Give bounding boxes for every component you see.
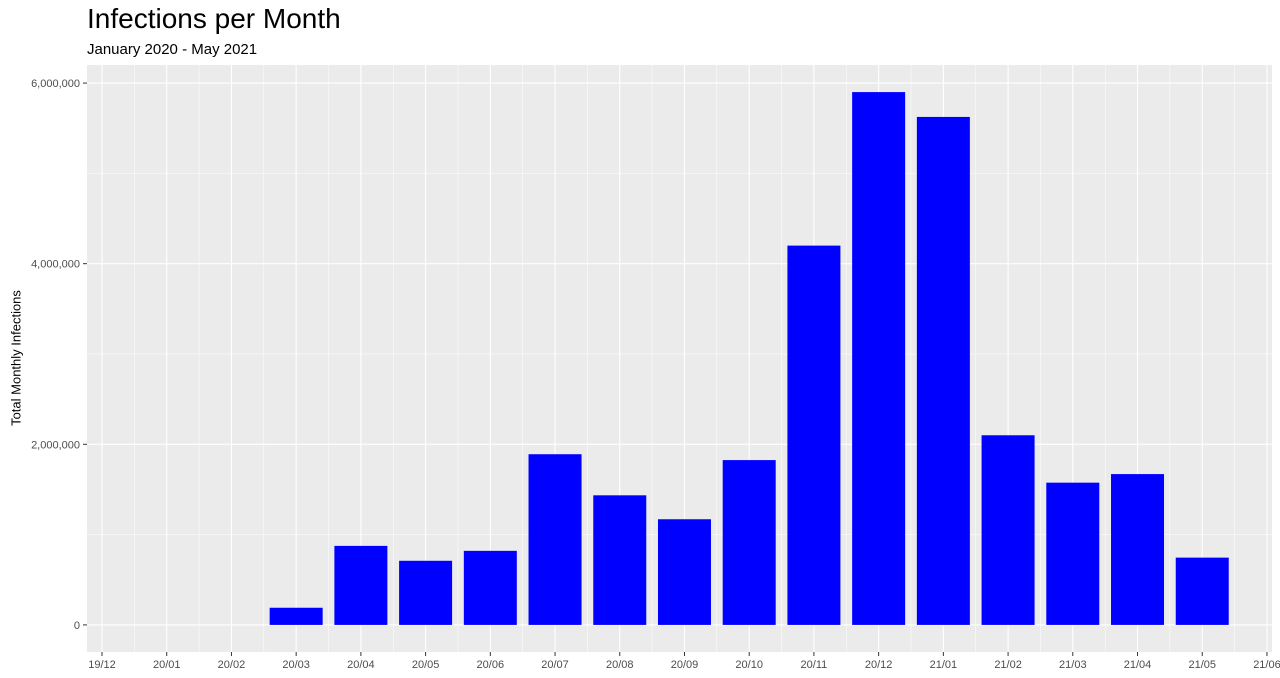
x-tick-label: 20/05 [412, 659, 440, 671]
bar-2020-09 [657, 519, 711, 625]
x-tick-label: 20/06 [477, 659, 505, 671]
x-tick-label: 20/08 [606, 659, 634, 671]
bar-2020-10 [722, 460, 776, 625]
x-tick-label: 20/09 [671, 659, 699, 671]
x-tick-label: 20/02 [218, 659, 246, 671]
x-tick-label: 20/12 [865, 659, 893, 671]
bar-2020-03 [269, 607, 323, 625]
y-tick-label: 6,000,000 [31, 78, 80, 90]
bar-2020-06 [463, 550, 517, 625]
chart-title: Infections per Month [87, 3, 341, 34]
x-tick-label: 20/11 [801, 659, 828, 671]
bar-2021-02 [981, 435, 1035, 625]
x-tick-label: 21/06 [1253, 659, 1280, 671]
bars [269, 92, 1229, 625]
x-tick-label: 21/05 [1188, 659, 1216, 671]
bar-2021-03 [1046, 482, 1100, 625]
x-tick-label: 21/03 [1059, 659, 1087, 671]
minor-gridlines [87, 65, 1272, 652]
x-tick-label: 21/04 [1124, 659, 1152, 671]
bar-2021-01 [916, 116, 970, 625]
x-tick-label: 20/10 [735, 659, 763, 671]
bar-2020-11 [787, 245, 841, 625]
bar-2020-08 [593, 495, 647, 625]
bar-2020-07 [528, 454, 582, 625]
y-tick-label: 2,000,000 [31, 439, 80, 451]
x-tick-label: 19/12 [88, 659, 116, 671]
x-tick-label: 20/01 [153, 659, 181, 671]
x-tick-label: 20/07 [541, 659, 569, 671]
x-tick-label: 21/02 [994, 659, 1022, 671]
y-axis-ticks: 0 2,000,000 4,000,000 6,000,000 [31, 78, 87, 632]
bar-2021-04 [1111, 474, 1165, 625]
chart-subtitle: January 2020 - May 2021 [87, 41, 258, 58]
x-tick-label: 20/03 [282, 659, 310, 671]
x-axis-ticks: 19/12 20/01 20/02 20/03 20/04 20/05 20/06 20/07… [88, 652, 1280, 671]
bar-2021-05 [1175, 557, 1229, 625]
bar-2020-05 [399, 560, 453, 625]
bar-2020-12 [852, 92, 906, 625]
y-tick-label: 0 [74, 620, 80, 632]
bar-2020-04 [334, 545, 388, 625]
x-tick-label: 21/01 [930, 659, 958, 671]
x-tick-label: 20/04 [347, 659, 375, 671]
y-tick-label: 4,000,000 [31, 259, 80, 271]
